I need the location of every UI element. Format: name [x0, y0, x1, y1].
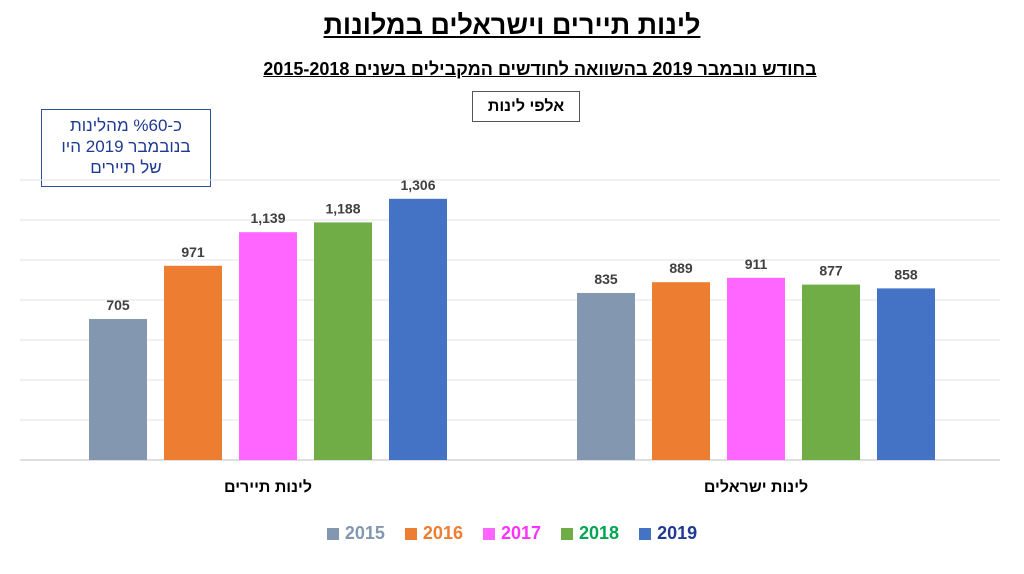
- annotation-line-2: בנובמבר 2019 היו: [61, 137, 191, 156]
- data-label: 1,139: [250, 210, 285, 226]
- data-label: 835: [594, 271, 618, 287]
- chart-subtitle: בחודש נובמבר 2019 בהשוואה לחודשים המקביל…: [263, 59, 817, 79]
- data-label: 1,306: [400, 177, 435, 193]
- bar-2015-tourists: [89, 319, 147, 460]
- legend-label: 2017: [500, 523, 542, 543]
- data-label: 705: [106, 297, 130, 313]
- bar-2015-israelis: [577, 293, 635, 460]
- legend-swatch: [561, 527, 574, 540]
- bar-2017-tourists: [239, 232, 297, 460]
- legend-label: 2015: [344, 523, 385, 543]
- bar-2018-tourists: [314, 222, 372, 460]
- unit-label-box: אלפי לינות: [472, 91, 580, 122]
- legend-item-2015: 2015: [326, 523, 385, 544]
- chart-legend: 2015 2016 2017 2018 2019: [0, 523, 1024, 544]
- legend-item-2016: 2016: [404, 523, 463, 544]
- chart-title: לינות תיירים וישראלים במלונות: [323, 10, 701, 40]
- annotation-line-1: כ-%60 מהלינות: [69, 116, 182, 135]
- bar-2019-tourists: [389, 198, 447, 461]
- legend-swatch: [326, 527, 339, 540]
- data-label: 889: [669, 260, 693, 276]
- data-label: 1,188: [325, 200, 360, 216]
- legend-item-2017: 2017: [482, 523, 542, 544]
- data-label: 971: [181, 244, 205, 260]
- legend-swatch: [404, 527, 417, 540]
- bar-2016-israelis: [652, 282, 710, 460]
- legend-label: 2016: [422, 523, 463, 543]
- data-label: 877: [819, 263, 843, 279]
- legend-item-2019: 2019: [639, 523, 697, 544]
- legend-swatch: [639, 527, 652, 540]
- bar-2016-tourists: [164, 265, 222, 460]
- bar-2019-israelis: [877, 288, 935, 460]
- annotation-line-3: של תיירים: [90, 158, 162, 177]
- legend-label: 2018: [579, 523, 620, 543]
- category-label: לינות ישראלים: [704, 478, 808, 496]
- bar-2017-israelis: [727, 277, 785, 460]
- category-label: לינות תיירים: [224, 478, 312, 496]
- annotation-box: כ-%60 מהלינות בנובמבר 2019 היו של תיירים: [41, 109, 211, 187]
- legend-swatch: [482, 527, 495, 540]
- legend-item-2018: 2018: [561, 523, 619, 544]
- data-label: 858: [894, 266, 918, 282]
- bar-2018-israelis: [802, 284, 860, 460]
- data-label: 911: [745, 256, 768, 272]
- legend-label: 2019: [657, 523, 698, 543]
